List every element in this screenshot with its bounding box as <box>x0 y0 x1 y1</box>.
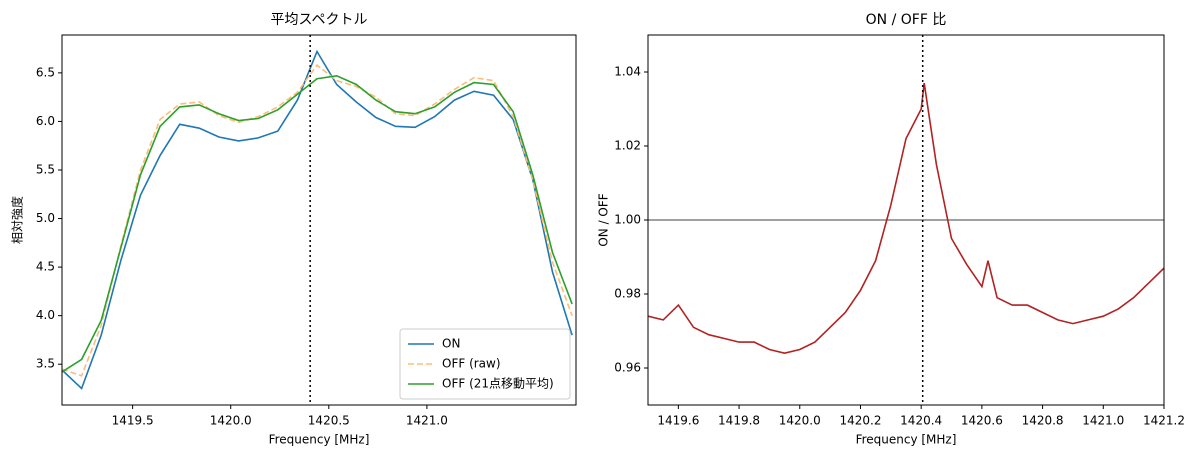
x-tick-label: 1420.0 <box>779 414 821 428</box>
x-tick-label: 1421.0 <box>1082 414 1124 428</box>
series-line <box>62 74 573 373</box>
axes-frame <box>61 34 577 406</box>
y-tick-label: 1.00 <box>614 213 641 227</box>
y-tick-label: 5.0 <box>36 211 55 225</box>
x-tick-label: 1419.8 <box>718 414 760 428</box>
x-tick-label: 1419.5 <box>112 414 154 428</box>
y-tick-label: 4.5 <box>36 260 55 274</box>
y-tick-label: 5.5 <box>36 162 55 176</box>
series-line <box>62 49 573 390</box>
x-tick-label: 1420.8 <box>1022 414 1064 428</box>
legend-label: ON <box>442 337 460 351</box>
x-tick-label: 1420.2 <box>839 414 881 428</box>
series-line <box>648 82 1164 355</box>
y-tick-label: 6.5 <box>36 65 55 79</box>
y-tick-label: 1.02 <box>614 139 641 153</box>
y-tick-label: 0.98 <box>614 287 641 301</box>
x-tick-label: 1421.2 <box>1143 414 1185 428</box>
x-axis-label: Frequency [MHz] <box>856 433 957 447</box>
x-tick-label: 1420.5 <box>308 414 350 428</box>
x-tick-label: 1419.6 <box>657 414 699 428</box>
plot-area <box>62 35 573 405</box>
y-tick-label: 3.5 <box>36 357 55 371</box>
y-tick-label: 6.0 <box>36 114 55 128</box>
y-tick-label: 0.96 <box>614 361 641 375</box>
x-tick-label: 1420.4 <box>900 414 942 428</box>
x-axis-label: Frequency [MHz] <box>269 433 370 447</box>
chart-title: 平均スペクトル <box>270 12 367 28</box>
plot-area <box>648 35 1164 405</box>
series-line <box>62 63 573 377</box>
y-axis-label: 相対強度 <box>10 196 25 244</box>
legend-box <box>399 328 571 400</box>
x-tick-label: 1420.0 <box>210 414 252 428</box>
legend-label: OFF (raw) <box>442 357 501 371</box>
y-axis-label: ON / OFF <box>597 193 611 246</box>
legend-label: OFF (21点移動平均) <box>442 377 554 391</box>
chart-title: ON / OFF 比 <box>866 12 947 28</box>
y-tick-label: 1.04 <box>614 65 641 79</box>
x-tick-label: 1420.6 <box>961 414 1003 428</box>
y-tick-label: 4.0 <box>36 308 55 322</box>
axes-frame <box>647 34 1165 406</box>
x-tick-label: 1421.0 <box>406 414 448 428</box>
